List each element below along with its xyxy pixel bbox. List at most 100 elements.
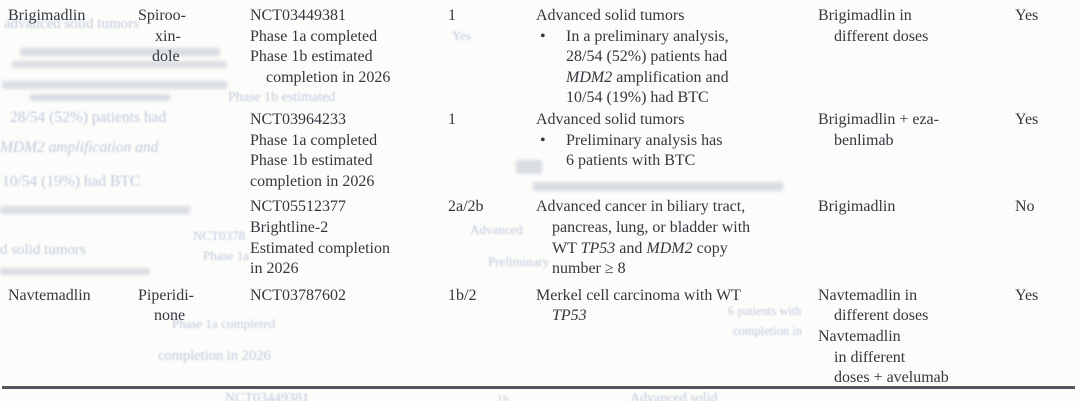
- phase-cell: 2a/2b: [448, 197, 536, 218]
- drug-class-line: dole: [152, 48, 180, 66]
- indication-line: Preliminary analysis has: [566, 131, 723, 149]
- inclusion-flag: Yes: [1015, 286, 1039, 304]
- treatment-arm-cell: Brigimadlin + eza- benlimab: [818, 110, 1013, 151]
- ghost-text: 28/54 (52%) patients had: [10, 109, 167, 126]
- treatment-line: Brigimadlin + eza-: [818, 110, 939, 128]
- table-row: NCT03964233 Phase 1a completed Phase 1b …: [8, 110, 1080, 192]
- ghost-smudge: [2, 81, 227, 89]
- drug-name: Navtemadlin: [8, 286, 91, 304]
- drug-name: Brigimadlin: [8, 7, 86, 24]
- inclusion-flag-cell: No: [1013, 197, 1073, 218]
- indication-cell: Merkel cell carcinoma with WT TP53: [536, 286, 818, 327]
- ghost-text: Preliminary: [488, 254, 550, 269]
- trial-status-line: Phase 1a completed: [250, 27, 378, 45]
- treatment-line: Brigimadlin: [818, 198, 896, 216]
- trial-id: NCT03964233: [250, 110, 346, 128]
- indication-bullet-line: • In a preliminary analysis,: [536, 27, 818, 48]
- indication-line: Advanced cancer in biliary tract,: [536, 198, 746, 216]
- drug-class-cell: Spiroo- xin- dole: [138, 6, 250, 68]
- ghost-smudge: [12, 61, 227, 68]
- inclusion-flag-cell: Yes: [1013, 110, 1073, 131]
- indication-cell: Advanced solid tumors • Preliminary anal…: [536, 110, 818, 172]
- ghost-text: Phase 1a: [203, 248, 249, 263]
- indication-line: Merkel cell carcinoma with WT: [536, 286, 741, 304]
- ghost-smudge: [30, 94, 170, 101]
- indication-line: Advanced solid tumors: [536, 110, 685, 128]
- trial-name: Brightline-2: [250, 218, 329, 236]
- treatment-line: doses + avelumab: [834, 369, 949, 387]
- treatment-arm-cell: Brigimadlin in different doses: [818, 6, 1013, 47]
- gene-name: TP53: [552, 307, 587, 325]
- indication-line: number ≥ 8: [552, 260, 626, 278]
- ghost-text: 10/54 (19%) had BTC: [2, 173, 141, 190]
- table-row: Brigimadlin Spiroo- xin- dole NCT0344938…: [8, 6, 1080, 109]
- table-row: NCT05512377 Brightline-2 Estimated compl…: [8, 197, 1080, 279]
- ghost-text: NCT03449381: [225, 391, 309, 401]
- phase-value: 2a/2b: [448, 198, 484, 216]
- indication-line: In a preliminary analysis,: [566, 27, 729, 45]
- treatment-line: in different: [834, 348, 906, 366]
- indication-cell: Advanced solid tumors • In a preliminary…: [536, 6, 818, 109]
- indication-line: 28/54 (52%) patients had: [566, 48, 728, 66]
- phase-cell: 1b/2: [448, 286, 536, 307]
- ghost-smudge: [20, 48, 220, 56]
- treatment-line: Navtemadlin: [818, 327, 901, 345]
- trial-status-line: Phase 1b estimated: [250, 152, 373, 170]
- inclusion-flag-cell: Yes: [1013, 6, 1073, 27]
- gene-name: TP53: [580, 239, 616, 257]
- table-bottom-rule: [2, 386, 1075, 389]
- indication-line: MDM2 amplification and: [536, 68, 818, 89]
- treatment-arm-cell: Navtemadlin in different doses Navtemadl…: [818, 286, 1013, 389]
- indication-line-part: and: [615, 239, 647, 257]
- phase-value: 1: [448, 110, 456, 128]
- indication-line: pancreas, lung, or bladder with: [552, 218, 751, 236]
- indication-line: 6 patients with BTC: [566, 152, 696, 170]
- ghost-text: completion in 2026: [158, 348, 271, 364]
- trial-id: NCT03449381: [250, 7, 346, 24]
- ghost-text: advanced solid tumors: [4, 16, 139, 32]
- inclusion-flag: Yes: [1015, 7, 1039, 24]
- trial-id: NCT05512377: [250, 198, 346, 216]
- gene-name: MDM2: [566, 68, 613, 86]
- trial-status-line: in 2026: [250, 260, 299, 278]
- indication-line: 10/54 (19%) had BTC: [566, 89, 709, 107]
- treatment-line: benlimab: [834, 131, 894, 149]
- table-row: Navtemadlin Piperidi- none NCT03787602 1…: [8, 286, 1080, 389]
- ghost-text: completion in: [733, 324, 803, 338]
- trial-id-cell: NCT03964233 Phase 1a completed Phase 1b …: [250, 110, 448, 192]
- drug-class-line: Spiroo-: [138, 7, 186, 24]
- drug-class-cell: Piperidi- none: [138, 286, 250, 327]
- ghost-text: Yes: [452, 28, 471, 43]
- indication-line: Advanced solid tumors: [536, 7, 685, 24]
- trial-id-cell: NCT05512377 Brightline-2 Estimated compl…: [250, 197, 448, 279]
- ghost-text: Advanced solid: [630, 391, 718, 401]
- phase-cell: 1: [448, 110, 536, 131]
- clinical-trials-table: Brigimadlin Spiroo- xin- dole NCT0344938…: [8, 6, 1080, 389]
- indication-line: WT TP53 and MDM2 copy: [536, 239, 818, 260]
- drug-name-cell: Navtemadlin: [8, 286, 138, 307]
- trial-id-cell: NCT03787602: [250, 286, 448, 307]
- ghost-text: d solid tumors: [0, 242, 86, 258]
- trial-status-line: Phase 1b estimated: [250, 48, 373, 66]
- treatment-line: different doses: [834, 27, 929, 45]
- ghost-smudge: [516, 160, 542, 174]
- drug-class-line: xin-: [155, 27, 181, 45]
- inclusion-flag: No: [1015, 198, 1035, 216]
- bullet-icon: •: [540, 27, 546, 45]
- ghost-text: Phase 1a completed: [172, 316, 276, 331]
- ghost-smudge: [533, 182, 783, 191]
- drug-class-line: Piperidi-: [138, 286, 194, 304]
- treatment-line: Brigimadlin in: [818, 7, 912, 24]
- ghost-smudge: [0, 206, 190, 214]
- bullet-icon: •: [540, 131, 546, 149]
- ghost-text: Phase 1b estimated: [228, 90, 336, 105]
- ghost-text: Advanced: [470, 222, 523, 237]
- trial-status-line: completion in 2026: [266, 68, 391, 86]
- treatment-line: different doses: [834, 307, 929, 325]
- trial-id-cell: NCT03449381 Phase 1a completed Phase 1b …: [250, 6, 448, 88]
- phase-cell: 1: [448, 6, 536, 27]
- ghost-smudge: [0, 268, 150, 275]
- trial-id: NCT03787602: [250, 286, 346, 304]
- drug-class-line: none: [154, 307, 186, 325]
- indication-line-part: copy: [692, 239, 728, 257]
